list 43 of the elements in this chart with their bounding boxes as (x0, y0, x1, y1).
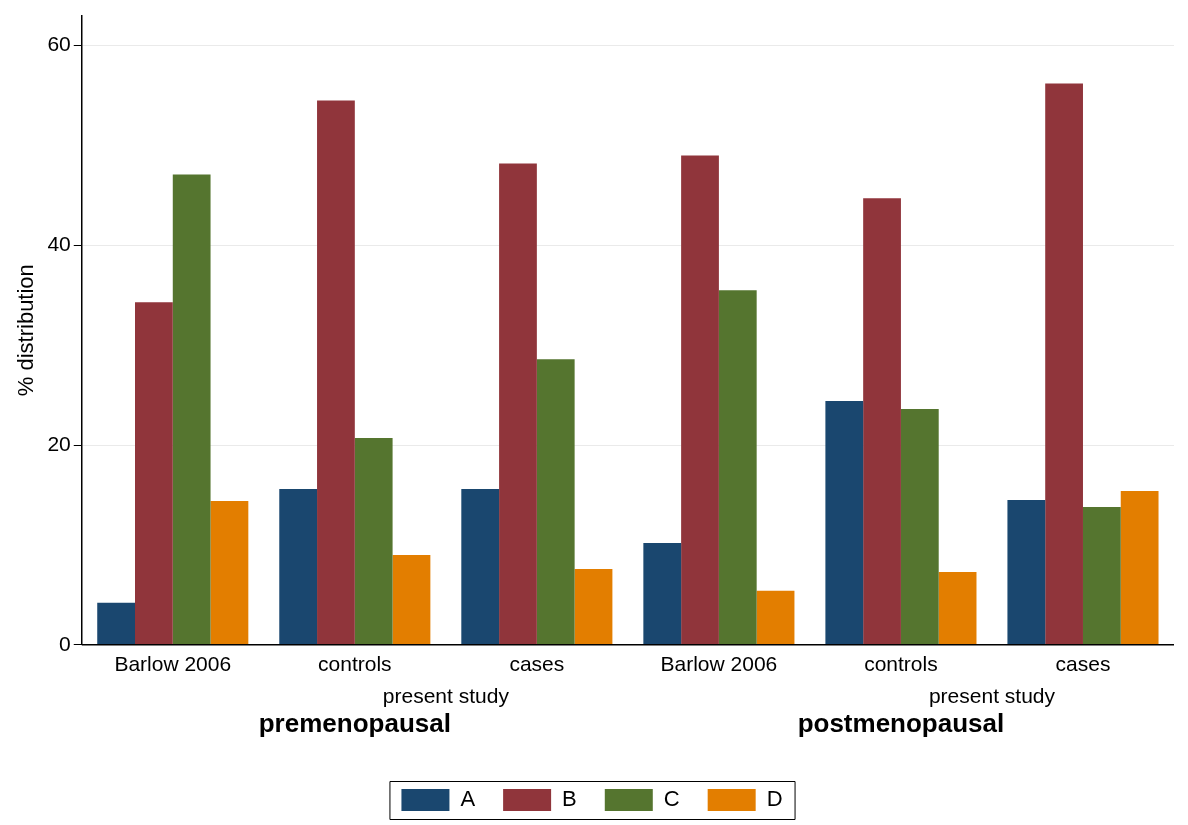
bar (499, 163, 537, 645)
bar (1045, 83, 1083, 645)
bar (536, 359, 575, 645)
x-tick-label: cases (509, 652, 565, 676)
y-tick-label: 60 (47, 32, 71, 56)
text: present study (928, 684, 1056, 708)
text: postmenopausal (797, 707, 1005, 738)
x-tick-label: controls (318, 652, 392, 676)
bar (825, 401, 864, 645)
bar (643, 542, 682, 645)
bar (756, 590, 795, 645)
legend-label: A (460, 786, 476, 812)
bar (863, 198, 901, 645)
legend-label: D (766, 786, 783, 812)
bar (900, 409, 939, 645)
bar (317, 100, 355, 645)
x-tick-label: Barlow 2006 (114, 652, 232, 676)
legend-label: C (663, 786, 680, 812)
y-tick-label: 20 (47, 431, 71, 455)
x-tick-label: Barlow 2006 (660, 652, 778, 676)
bar (938, 571, 977, 645)
bar (1082, 506, 1121, 645)
bar (1007, 499, 1046, 645)
text: premenopausal (258, 707, 451, 738)
bar (681, 155, 719, 645)
bar (718, 290, 757, 645)
bar (574, 568, 613, 645)
bar (279, 489, 318, 645)
bar (1120, 491, 1159, 645)
bar (392, 554, 431, 645)
bar (135, 302, 173, 645)
y-axis-title: % distribution (13, 264, 39, 397)
bar (210, 500, 249, 645)
bar (354, 438, 393, 645)
text: present study (382, 684, 510, 708)
bar (461, 489, 500, 645)
bar (172, 174, 211, 645)
legend-label: B (562, 786, 577, 812)
x-tick-label: cases (1055, 652, 1111, 676)
y-tick-label: 40 (47, 232, 71, 256)
bar (97, 602, 136, 645)
x-tick-label: controls (864, 652, 938, 676)
y-tick-label: 0 (59, 631, 71, 655)
